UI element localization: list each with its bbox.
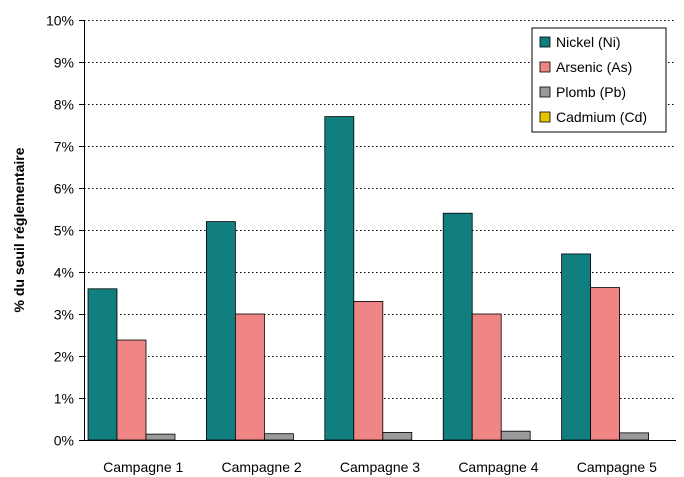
bar bbox=[117, 340, 146, 440]
y-tick-label: 0% bbox=[54, 433, 74, 449]
bar bbox=[206, 222, 235, 440]
x-tick-label: Campagne 4 bbox=[458, 459, 538, 475]
y-tick-label: 2% bbox=[54, 349, 74, 365]
y-tick-label: 5% bbox=[54, 223, 74, 239]
y-tick-label: 1% bbox=[54, 391, 74, 407]
bar bbox=[501, 431, 530, 440]
bar bbox=[88, 289, 117, 440]
bar bbox=[620, 433, 649, 440]
bar bbox=[472, 314, 501, 440]
y-axis-ticks: 0% 1% 2% 3% 4% 5% 6% 7% 8% 9% 10% bbox=[46, 13, 84, 449]
x-tick-label: Campagne 2 bbox=[222, 459, 302, 475]
legend-label: Cadmium (Cd) bbox=[556, 109, 647, 125]
legend: Nickel (Ni) Arsenic (As) Plomb (Pb) Cadmium… bbox=[532, 28, 666, 132]
y-tick-label: 9% bbox=[54, 55, 74, 71]
bar bbox=[443, 213, 472, 440]
bar bbox=[146, 434, 175, 440]
bar bbox=[264, 434, 293, 440]
legend-swatch bbox=[540, 62, 550, 72]
y-tick-label: 3% bbox=[54, 307, 74, 323]
y-tick-label: 8% bbox=[54, 97, 74, 113]
x-axis-labels: Campagne 1 Campagne 2 Campagne 3 Campagne 4… bbox=[103, 459, 657, 475]
x-tick-label: Campagne 5 bbox=[577, 459, 657, 475]
legend-swatch bbox=[540, 112, 550, 122]
legend-swatch bbox=[540, 37, 550, 47]
y-tick-label: 10% bbox=[46, 13, 74, 29]
bars bbox=[88, 117, 649, 440]
legend-swatch bbox=[540, 87, 550, 97]
bar bbox=[562, 254, 591, 440]
legend-label: Plomb (Pb) bbox=[556, 84, 626, 100]
y-axis-title: % du seuil réglementaire bbox=[11, 147, 27, 312]
bar bbox=[383, 432, 412, 440]
x-tick-label: Campagne 3 bbox=[340, 459, 420, 475]
bar bbox=[325, 117, 354, 440]
bar bbox=[354, 301, 383, 440]
y-tick-label: 7% bbox=[54, 139, 74, 155]
y-tick-label: 6% bbox=[54, 181, 74, 197]
legend-label: Arsenic (As) bbox=[556, 59, 632, 75]
bar bbox=[591, 288, 620, 440]
x-tick-label: Campagne 1 bbox=[103, 459, 183, 475]
bar bbox=[235, 314, 264, 440]
y-tick-label: 4% bbox=[54, 265, 74, 281]
legend-label: Nickel (Ni) bbox=[556, 34, 621, 50]
